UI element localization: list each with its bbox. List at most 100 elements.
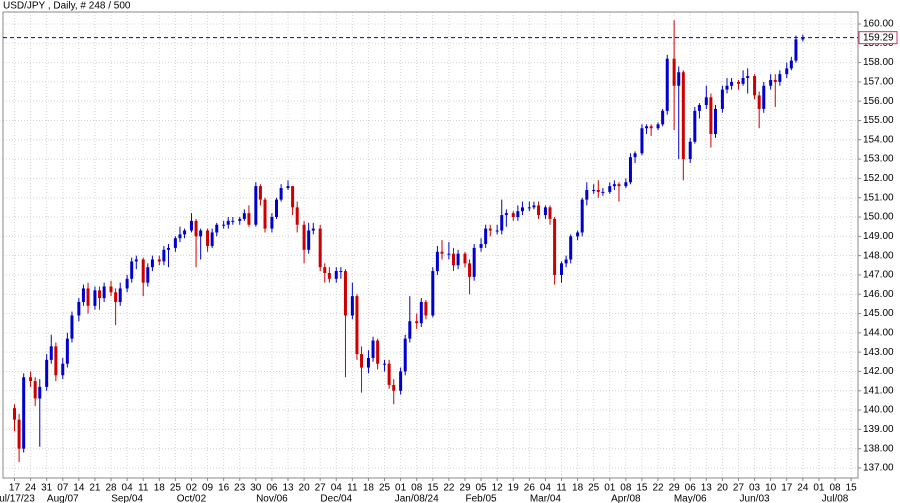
candle-body xyxy=(38,386,42,399)
candle-body xyxy=(516,211,520,218)
x-tick-label: 01 xyxy=(395,483,407,494)
y-tick-label: 138.00 xyxy=(863,443,894,454)
x-tick-label: 19 xyxy=(508,483,520,494)
candle-body xyxy=(343,271,347,316)
candle-body xyxy=(98,290,102,299)
candle-body xyxy=(440,251,444,254)
y-tick-label: 149.00 xyxy=(863,231,894,242)
candle-body xyxy=(435,251,439,272)
candle-body xyxy=(649,126,653,129)
x-tick-label: 22 xyxy=(652,483,664,494)
x-tick-label: 05 xyxy=(476,483,488,494)
x-tick-label: 16 xyxy=(218,483,230,494)
x-tick-label: 28 xyxy=(105,483,117,494)
candle-body xyxy=(162,249,166,262)
candle-body xyxy=(150,259,154,268)
x-tick-label: 18 xyxy=(572,483,584,494)
candle-body xyxy=(640,128,644,154)
x-tick-label: 15 xyxy=(636,483,648,494)
month-label: Nov/06 xyxy=(256,494,288,503)
candle-body xyxy=(157,259,161,262)
candle-body xyxy=(762,85,766,109)
candle-body xyxy=(371,340,375,358)
x-tick-label: 04 xyxy=(331,483,343,494)
x-tick-label: 20 xyxy=(717,483,729,494)
candle-body xyxy=(275,199,279,218)
x-tick-label: 14 xyxy=(73,483,85,494)
candle-body xyxy=(114,292,118,302)
candle-body xyxy=(794,39,798,61)
candle-body xyxy=(210,232,214,246)
candle-body xyxy=(789,60,793,69)
candle-body xyxy=(532,205,536,208)
candle-body xyxy=(125,278,129,289)
candle-body xyxy=(77,301,81,316)
x-tick-label: 31 xyxy=(41,483,53,494)
candle-body xyxy=(318,228,322,268)
candle-body xyxy=(12,408,16,420)
candle-body xyxy=(633,153,637,158)
candle-body xyxy=(488,228,492,231)
candle-body xyxy=(334,271,338,279)
candle-body xyxy=(419,301,423,324)
candle-body xyxy=(222,224,226,226)
candle-body xyxy=(247,213,251,225)
candle-body xyxy=(688,141,692,160)
candle-body xyxy=(580,199,584,233)
candle-body xyxy=(628,157,632,183)
candle-body xyxy=(408,321,412,339)
candle-body xyxy=(118,288,122,302)
candle-body xyxy=(753,76,757,96)
candle-body xyxy=(709,97,713,135)
candle-body xyxy=(617,184,621,187)
y-tick-label: 152.00 xyxy=(863,173,894,184)
candle-body xyxy=(677,72,681,86)
candle-body xyxy=(242,213,246,219)
candle-body xyxy=(431,271,435,316)
y-tick-label: 144.00 xyxy=(863,327,894,338)
month-label: Mar/04 xyxy=(530,494,562,503)
candle-body xyxy=(757,95,761,109)
last-price-label: 159.29 xyxy=(863,32,894,43)
y-tick-label: 147.00 xyxy=(863,270,894,281)
candle-body xyxy=(741,78,745,84)
x-tick-label: 11 xyxy=(556,483,567,494)
candle-body xyxy=(785,68,789,75)
candle-body xyxy=(773,79,777,82)
candle-body xyxy=(17,419,21,449)
candle-body xyxy=(102,286,106,299)
candle-body xyxy=(178,234,182,239)
x-tick-label: 01 xyxy=(813,483,825,494)
candle-body xyxy=(714,108,717,135)
month-label: Sep/04 xyxy=(111,494,143,503)
candle-body xyxy=(736,81,740,84)
candle-body xyxy=(596,189,600,192)
y-tick-label: 141.00 xyxy=(863,385,894,396)
candle-body xyxy=(215,224,219,233)
x-tick-label: 27 xyxy=(315,483,327,494)
x-tick-label: 24 xyxy=(25,483,37,494)
y-tick-label: 145.00 xyxy=(863,308,894,319)
candle-body xyxy=(45,359,49,387)
candle-body xyxy=(520,207,524,212)
candle-body xyxy=(33,381,37,399)
x-tick-label: 12 xyxy=(492,483,504,494)
candle-body xyxy=(65,338,69,364)
y-tick-label: 153.00 xyxy=(863,154,894,165)
candle-body xyxy=(189,220,193,231)
candle-body xyxy=(569,236,573,260)
candle-body xyxy=(769,79,773,86)
x-tick-label: 08 xyxy=(411,483,423,494)
candle-body xyxy=(29,377,33,382)
candle-body xyxy=(661,110,665,125)
candle-body xyxy=(54,346,58,376)
y-tick-label: 148.00 xyxy=(863,250,894,261)
candle-body xyxy=(504,213,508,216)
candle-body xyxy=(183,230,187,235)
candle-body xyxy=(463,253,467,264)
x-tick-label: 11 xyxy=(138,483,149,494)
candle-body xyxy=(576,232,580,237)
x-tick-label: 20 xyxy=(299,483,311,494)
candle-body xyxy=(392,384,396,391)
